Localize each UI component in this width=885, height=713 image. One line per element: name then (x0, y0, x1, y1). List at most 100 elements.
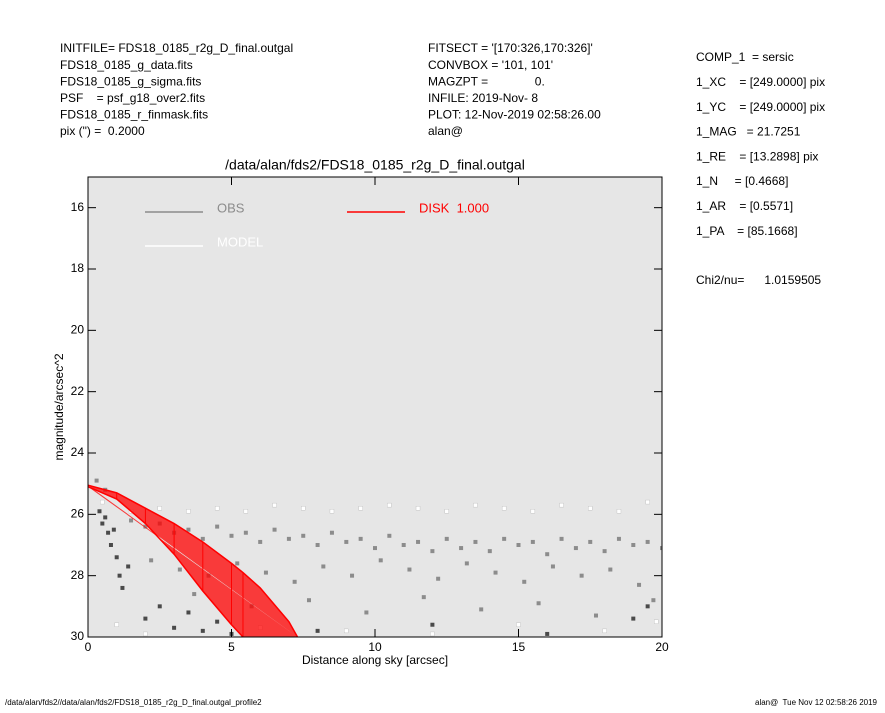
y-tick-label: 22 (71, 384, 85, 398)
header-text: INITFILE= FDS18_0185_r2g_D_final.outgal (60, 41, 293, 55)
data-point (516, 543, 521, 547)
legend-label: MODEL (217, 234, 263, 249)
header-text: PSF = psf_g18_over2.fits (60, 91, 205, 105)
data-point (616, 536, 621, 541)
parameter-text: COMP_1 = sersic (696, 50, 794, 64)
data-point (129, 518, 134, 523)
data-point (100, 521, 105, 526)
y-tick-label: 16 (71, 200, 85, 214)
data-point (186, 610, 191, 615)
data-point (464, 561, 469, 566)
data-point (602, 628, 607, 634)
data-point (120, 585, 125, 590)
data-point (100, 499, 105, 505)
data-point (550, 564, 555, 569)
data-point (177, 567, 182, 572)
data-point (416, 539, 421, 544)
data-point (430, 622, 435, 627)
y-tick-label: 26 (71, 507, 85, 521)
data-point (522, 579, 527, 584)
data-point (536, 601, 541, 606)
data-point (608, 567, 613, 572)
x-axis-label: Distance along sky [arcsec] (302, 653, 448, 667)
data-point (645, 539, 650, 544)
x-tick-label: 0 (85, 640, 92, 654)
x-tick-label: 10 (368, 640, 382, 654)
data-point (364, 610, 369, 615)
data-point (315, 543, 320, 547)
y-tick-label: 20 (71, 323, 85, 337)
data-point (292, 579, 297, 584)
data-point (493, 570, 498, 575)
footer-text: alan@ Tue Nov 12 02:58:26 2019 (755, 698, 878, 707)
data-point (588, 506, 593, 511)
data-point (358, 536, 363, 541)
data-point (602, 549, 607, 554)
data-point (378, 558, 383, 563)
chi2-text: Chi2/nu= 1.0159505 (696, 273, 821, 287)
header-text: FDS18_0185_g_data.fits (60, 58, 193, 72)
data-point (143, 524, 148, 529)
x-tick-label: 15 (512, 640, 526, 654)
data-point (358, 506, 363, 511)
data-point (516, 622, 521, 627)
data-point (479, 607, 484, 612)
y-tick-label: 24 (71, 445, 85, 459)
data-point (215, 619, 220, 624)
data-point (473, 502, 478, 508)
data-point (444, 536, 449, 541)
data-point (235, 561, 240, 566)
header-text: INFILE: 2019-Nov- 8 (428, 91, 538, 105)
data-point (117, 573, 122, 578)
data-point (373, 546, 377, 551)
header-text: FDS18_0185_r_finmask.fits (60, 108, 208, 122)
data-point (559, 536, 564, 541)
data-point (530, 539, 535, 544)
header-text: FDS18_0185_g_sigma.fits (60, 74, 201, 88)
data-point (108, 543, 113, 547)
y-tick-label: 18 (71, 261, 85, 275)
data-point (660, 546, 662, 551)
header-text: alan@ (428, 124, 463, 138)
data-point (301, 533, 306, 538)
data-point (306, 598, 311, 603)
data-point (200, 536, 205, 541)
parameter-text: 1_N = [0.4668] (696, 174, 788, 188)
data-point (487, 549, 492, 554)
data-point (143, 631, 148, 637)
plot-marks (88, 478, 662, 637)
parameter-text: 1_XC = [249.0000] pix (696, 75, 825, 89)
legend-label: DISK 1.000 (419, 200, 489, 215)
y-tick-label: 28 (71, 568, 85, 582)
data-point (172, 625, 177, 630)
data-point (200, 628, 205, 633)
data-point (329, 509, 335, 514)
y-tick-label: 30 (71, 629, 85, 643)
y-axis-label: magnitude/arcsec^2 (52, 353, 66, 460)
data-point (350, 573, 355, 578)
data-point (616, 509, 622, 514)
data-point (588, 539, 593, 544)
data-point (286, 536, 291, 541)
data-point (114, 622, 119, 627)
header-text: pix (") = 0.2000 (60, 124, 145, 138)
data-point (301, 506, 306, 511)
data-point (214, 506, 220, 511)
parameter-text: 1_PA = [85.1668] (696, 224, 798, 238)
data-point (473, 539, 478, 544)
data-point (106, 530, 111, 535)
data-point (559, 502, 564, 508)
data-point (321, 564, 326, 569)
data-point (444, 509, 449, 514)
data-point (344, 539, 349, 544)
data-point (631, 616, 636, 621)
data-point (157, 604, 162, 609)
data-point (272, 502, 277, 508)
legend-label: OBS (217, 200, 245, 215)
data-point (430, 549, 435, 554)
data-point (421, 595, 426, 600)
data-point (645, 499, 650, 505)
data-point (645, 604, 650, 609)
data-point (263, 570, 268, 575)
data-point (94, 478, 99, 483)
